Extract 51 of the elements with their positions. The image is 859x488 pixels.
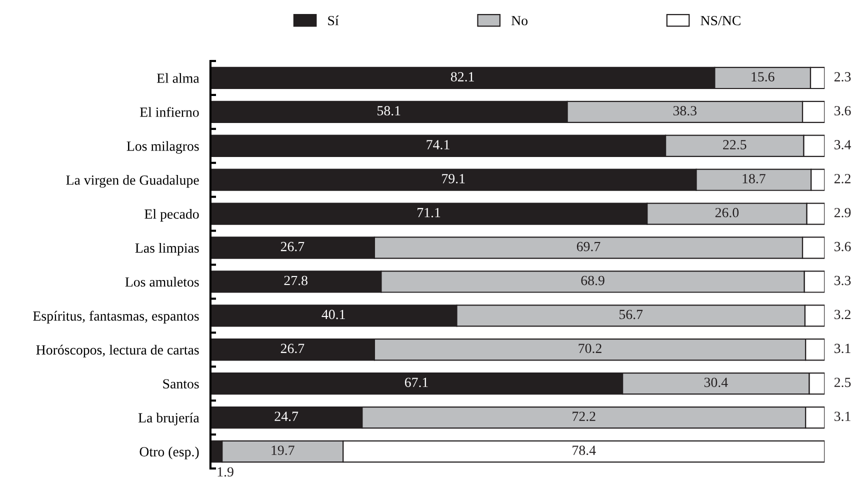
data-label: 3.6 [834, 106, 851, 116]
data-label: 58.1 [378, 106, 400, 116]
data-label: 24.7 [274, 412, 298, 422]
data-label: 71.1 [418, 208, 440, 218]
data-label: 38.3 [673, 106, 697, 116]
data-label: 78.4 [572, 446, 596, 456]
y-tick-label: Horóscopos, lectura de cartas [36, 344, 199, 358]
y-tick-label: Espíritus, fantasmas, espantos [33, 310, 199, 324]
y-tick-label: El infierno [140, 106, 199, 117]
data-label: 56.7 [620, 310, 643, 320]
data-label: 3.2 [834, 310, 850, 320]
data-label: 3.3 [834, 276, 851, 286]
data-label: 70.2 [578, 344, 602, 354]
y-tick-label: Santos [163, 379, 199, 389]
data-label: 18.7 [742, 174, 766, 184]
data-label: 67.1 [404, 378, 428, 388]
data-label: 1.9 [218, 467, 234, 477]
data-label: 26.7 [280, 242, 304, 252]
data-label: 68.9 [581, 276, 604, 286]
data-label: 22.5 [723, 140, 746, 150]
y-tick-label: Los milagros [126, 141, 199, 154]
y-tick-label: El alma [156, 73, 200, 83]
legend-label: No [511, 16, 528, 26]
data-label: 2.3 [834, 72, 851, 82]
data-label: 40.1 [322, 310, 345, 320]
data-label: 79.1 [442, 174, 465, 184]
data-label: 2.9 [834, 208, 851, 218]
y-tick-label: Las limpias [135, 242, 199, 256]
legend-label: Sí [328, 16, 339, 26]
data-label: 2.5 [834, 378, 851, 388]
y-tick-label: La virgen de Guadalupe [66, 175, 199, 188]
data-label: 3.4 [834, 140, 851, 150]
legend-label: NS/NC [700, 16, 740, 26]
y-tick-label: Otro (esp.) [140, 446, 199, 460]
y-tick-label: Los amuletos [125, 276, 199, 287]
data-label: 69.7 [576, 242, 600, 252]
data-label: 82.1 [450, 72, 474, 82]
data-label: 3.1 [834, 412, 850, 422]
data-label: 2.2 [834, 174, 850, 184]
data-label: 30.4 [704, 378, 728, 388]
data-label: 26.0 [715, 208, 739, 218]
data-label: 72.2 [572, 412, 596, 422]
data-label: 74.1 [426, 140, 450, 150]
data-label: 3.1 [834, 344, 850, 354]
data-label: 27.8 [284, 276, 308, 286]
data-label: 19.7 [272, 446, 294, 456]
data-label: 15.6 [752, 72, 774, 82]
y-tick-label: La brujería [138, 412, 200, 426]
data-label: 3.6 [834, 242, 851, 252]
data-label: 26.7 [280, 344, 304, 354]
y-tick-label: El pecado [144, 208, 199, 222]
